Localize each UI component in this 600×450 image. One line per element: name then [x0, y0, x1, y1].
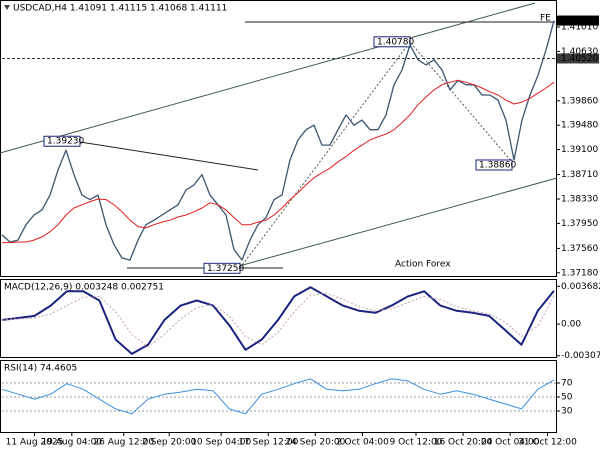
rsi-panel	[0, 360, 557, 433]
x-tick-label: 26 Aug 12:00	[93, 438, 154, 448]
last-price-label: 1.41111	[561, 16, 598, 26]
x-tick-label: 24 Oct 04:00	[481, 438, 540, 448]
level-label: 1.40520	[561, 54, 598, 64]
price-annotation: 1.37250	[207, 264, 244, 274]
x-tick-label: 24 Sep 20:00	[285, 438, 345, 448]
price-annotation-box	[373, 36, 411, 48]
x-tick-label: 2 Sep 20:00	[142, 438, 197, 448]
y-tick-label: 1.40630	[561, 47, 598, 57]
panel-title: USDCAD,H4 1.41091 1.41115 1.41068 1.4111…	[13, 4, 227, 14]
fe-label: FE	[540, 14, 551, 24]
series-line	[1, 378, 555, 415]
x-tick-label: 31 Oct 12:00	[518, 438, 577, 448]
y-tick-label: 1.37180	[561, 268, 598, 278]
macd-panel	[0, 279, 557, 358]
x-tick-label: 2 Oct 04:00	[336, 438, 389, 448]
drawings	[0, 2, 558, 269]
x-tick-label: 9 Oct 12:00	[390, 438, 443, 448]
x-tick-label: 10 Sep 04:00	[191, 438, 251, 448]
fib-path	[239, 41, 513, 269]
panel-title: RSI(14) 74.4605	[4, 364, 77, 374]
y-tick-label: 30	[561, 407, 573, 417]
trend-line	[79, 141, 259, 171]
price-annotation-box	[43, 135, 81, 147]
y-tick-label: 50	[561, 393, 573, 403]
y-tick-label: 1.39100	[561, 145, 598, 155]
y-tick-label: 1.39860	[561, 96, 598, 106]
y-tick-label: 1.39480	[561, 121, 598, 131]
panel-title: MACD(12,26,9) 0.003248 0.002751	[4, 283, 164, 293]
y-tick-label: -0.003077	[561, 351, 600, 361]
channel-upper	[0, 2, 536, 154]
price-annotation: 1.40780	[377, 37, 414, 47]
y-tick-label: 1.41010	[561, 23, 598, 33]
y-tick-label: 0.003682	[561, 282, 600, 292]
x-tick-label: 16 Oct 20:00	[434, 438, 493, 448]
price-annotation: 1.39230	[47, 137, 84, 147]
price-annotation-box	[475, 159, 513, 171]
x-tick-label: 11 Aug 2025	[6, 438, 64, 448]
y-tick-label: 1.37950	[561, 219, 598, 229]
x-tick-label: 19 Aug 04:00	[41, 438, 102, 448]
channel-lower	[231, 177, 558, 269]
y-tick-label: 70	[561, 379, 573, 389]
series-line	[1, 292, 555, 348]
y-tick-label: 1.38330	[561, 194, 598, 204]
main-panel	[0, 0, 557, 277]
x-tick-label: 17 Sep 12:00	[238, 438, 298, 448]
series-line	[1, 286, 555, 355]
watermark: Action Forex	[395, 260, 451, 270]
last-price-box	[557, 15, 599, 26]
y-tick-label: 1.38710	[561, 170, 598, 180]
series-line	[1, 20, 555, 261]
price-annotation-box	[203, 262, 241, 274]
y-tick-label: 0.00	[561, 320, 581, 330]
level-box	[557, 53, 599, 64]
y-tick-label: 1.37560	[561, 244, 598, 254]
symbol-icon	[4, 5, 10, 10]
series-line	[2, 79, 555, 244]
price-annotation: 1.38860	[479, 160, 516, 170]
